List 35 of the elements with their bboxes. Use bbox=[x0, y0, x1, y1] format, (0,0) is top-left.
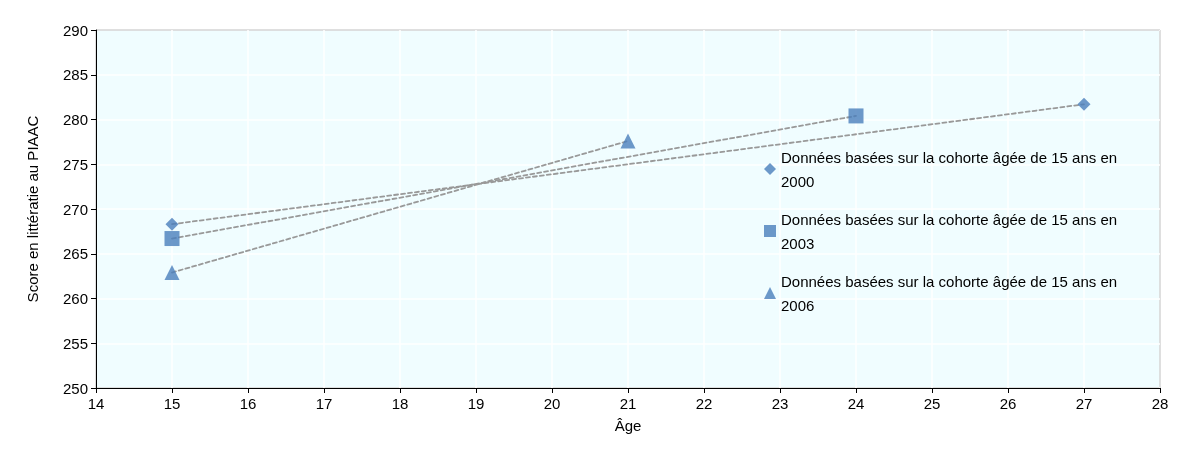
x-tick-label: 18 bbox=[391, 395, 409, 412]
point bbox=[620, 133, 636, 149]
x-axis-title: Âge bbox=[614, 417, 642, 434]
legend-label: Données basées sur la cohorte âgée de 15 ans en 2003 bbox=[781, 210, 1122, 252]
x-tick-label: 26 bbox=[999, 395, 1017, 412]
y-axis-title: Score en littératie au PIAAC bbox=[24, 115, 41, 303]
point bbox=[165, 217, 179, 231]
x-tick-label: 20 bbox=[543, 395, 561, 412]
y-tick-label: 260 bbox=[62, 290, 88, 307]
y-tick-label: 290 bbox=[62, 21, 88, 39]
y-tick-label: 275 bbox=[62, 155, 88, 173]
x-tick-label: 27 bbox=[1075, 395, 1093, 412]
y-tick-label: 280 bbox=[62, 111, 88, 128]
x-tick-label: 28 bbox=[1151, 395, 1169, 412]
point bbox=[848, 108, 864, 124]
x-tick-label: 23 bbox=[771, 395, 789, 412]
legend-label: Données basées sur la cohorte âgée de 15 ans en 2006 bbox=[781, 272, 1122, 314]
y-tick-label: 250 bbox=[62, 379, 88, 397]
point bbox=[164, 265, 180, 281]
x-tick-label: 14 bbox=[87, 395, 105, 412]
x-tick-label: 17 bbox=[315, 395, 333, 412]
x-tick-label: 22 bbox=[695, 395, 713, 412]
y-tick-label: 270 bbox=[62, 200, 88, 218]
x-tick-label: 24 bbox=[847, 395, 865, 412]
x-tick-label: 15 bbox=[163, 395, 181, 412]
x-tick-label: 16 bbox=[239, 395, 257, 412]
y-tick-label: 285 bbox=[62, 66, 88, 84]
x-tick-label: 25 bbox=[923, 395, 941, 412]
x-tick-label: 19 bbox=[467, 395, 485, 412]
legend-label: Données basées sur la cohorte âgée de 15 ans en 2000 bbox=[781, 148, 1122, 190]
x-tick-label: 21 bbox=[619, 395, 637, 412]
y-tick-label: 265 bbox=[62, 245, 88, 263]
point bbox=[164, 231, 180, 247]
y-tick-label: 255 bbox=[62, 334, 88, 352]
point bbox=[1077, 97, 1091, 111]
